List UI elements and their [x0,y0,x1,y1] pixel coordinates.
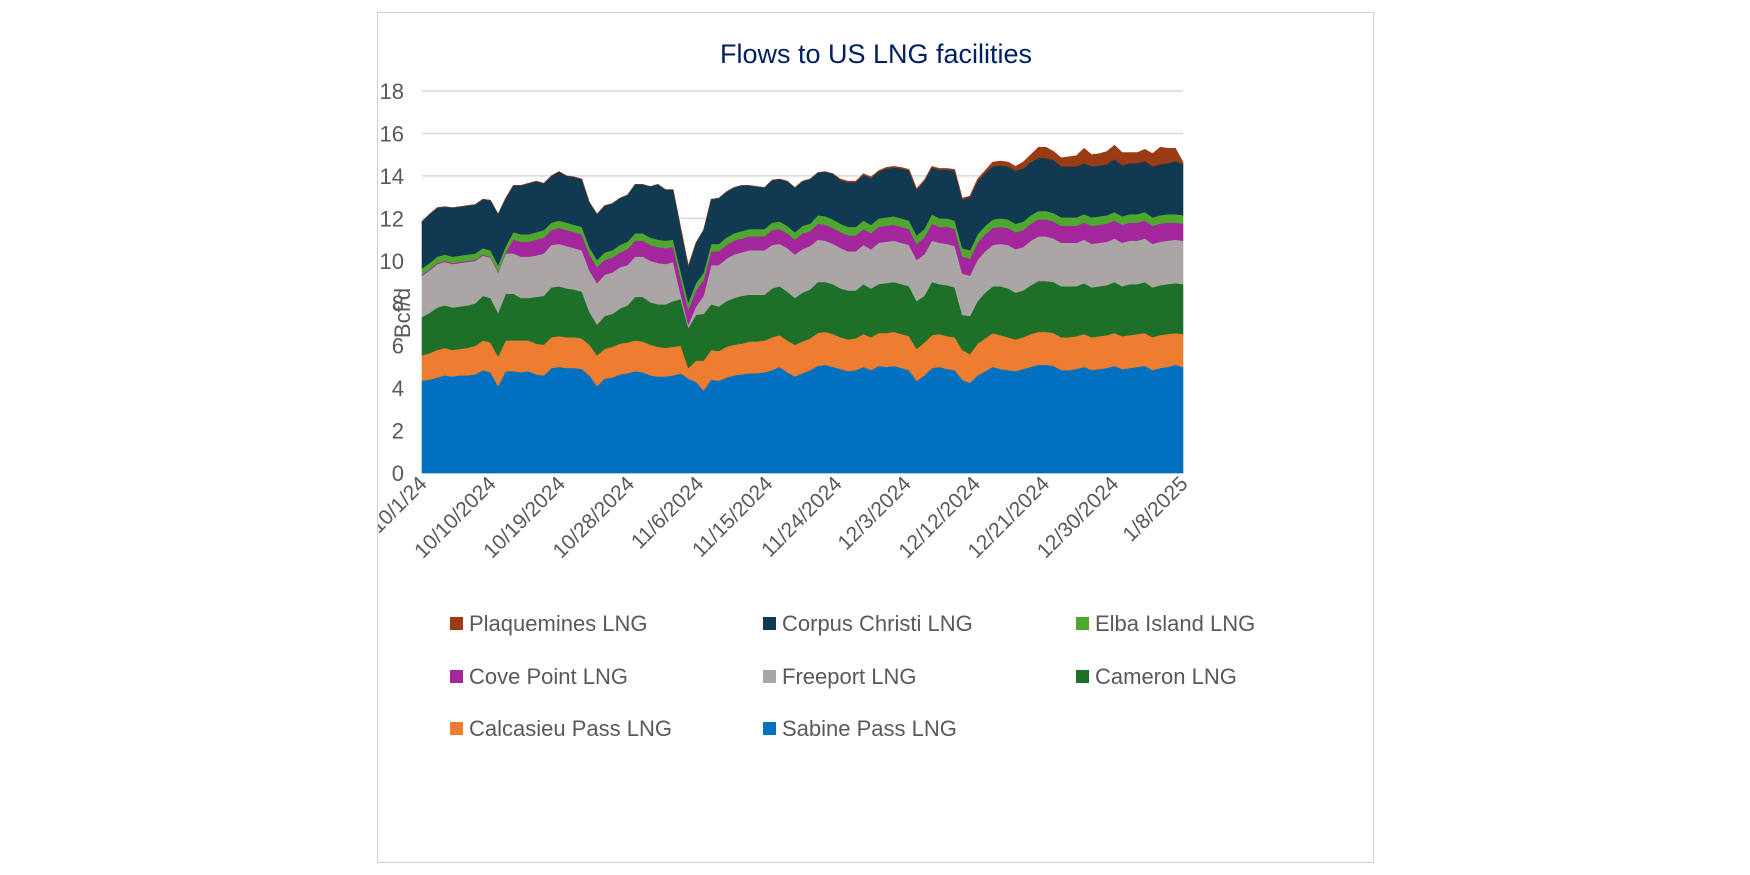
legend-item: Cameron LNG [1076,664,1237,689]
y-tick-label: 12 [380,206,404,231]
area-sabine-pass-lng [421,364,1184,474]
legend-swatch [763,617,776,630]
legend-label: Calcasieu Pass LNG [469,716,672,741]
legend-item: Plaquemines LNG [450,611,648,636]
legend-swatch [450,617,463,630]
y-tick-label: 4 [392,376,404,401]
legend-label: Elba Island LNG [1095,611,1255,636]
legend-item: Elba Island LNG [1076,611,1255,636]
y-tick-label: 0 [392,461,404,486]
legend-swatch [763,670,776,683]
legend-item: Corpus Christi LNG [763,611,973,636]
legend-swatch [450,670,463,683]
y-tick-label: 8 [392,291,404,316]
legend-label: Cameron LNG [1095,664,1237,689]
legend-item: Calcasieu Pass LNG [450,716,672,741]
y-tick-label: 14 [380,164,404,189]
y-axis-ticks: 0 2 4 6 8 10 12 14 16 18 [380,79,404,486]
area-plaquemines-lng [421,144,1184,268]
x-tick-label: 1/8/2025 [1118,472,1192,546]
y-axis-label: Bcf/d [390,288,415,338]
y-tick-label: 6 [392,334,404,359]
legend-label: Plaquemines LNG [469,611,648,636]
chart-frame: Flows to US LNG facilities 0 2 4 6 8 10 12 14 16… [377,12,1374,863]
legend-item: Freeport LNG [763,664,917,689]
y-tick-label: 16 [380,121,404,146]
legend-item: Sabine Pass LNG [763,716,957,741]
x-tick-label: 10/1/24 [378,472,432,538]
legend-label: Cove Point LNG [469,664,628,689]
chart-title: Flows to US LNG facilities [720,39,1032,69]
y-tick-label: 2 [392,419,404,444]
area-series [421,144,1184,474]
legend-swatch [1076,617,1089,630]
legend-swatch [450,722,463,735]
legend-label: Sabine Pass LNG [782,716,957,741]
legend-label: Corpus Christi LNG [782,611,973,636]
y-tick-label: 10 [380,249,404,274]
legend-label: Freeport LNG [782,664,917,689]
legend-item: Cove Point LNG [450,664,628,689]
x-axis-ticks: 10/1/2410/10/202410/19/202410/28/202411/… [378,472,1193,563]
legend: Plaquemines LNG Corpus Christi LNG Elba Is… [450,611,1255,741]
stacked-area-chart: Flows to US LNG facilities 0 2 4 6 8 10 12 14 16… [378,39,1255,741]
legend-swatch [763,722,776,735]
legend-swatch [1076,670,1089,683]
y-tick-label: 18 [380,79,404,104]
